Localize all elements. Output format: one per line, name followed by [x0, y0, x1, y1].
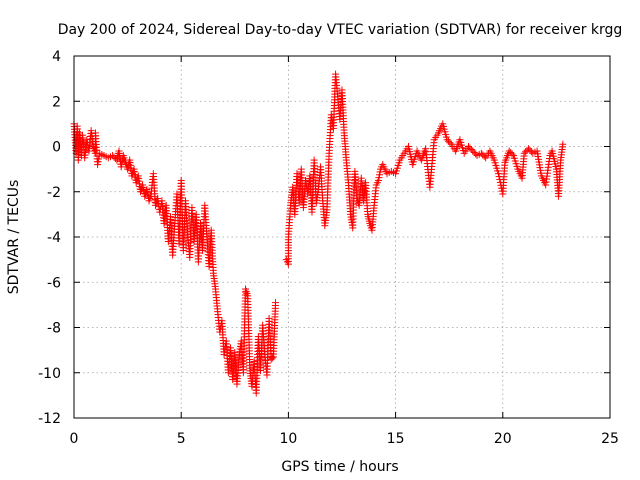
x-tick-label: 5 [177, 431, 186, 447]
y-tick-label: -6 [47, 275, 61, 291]
data-point [480, 152, 488, 160]
x-tick-label: 25 [601, 431, 619, 447]
data-point [520, 149, 528, 157]
grid [74, 56, 610, 418]
data-point [479, 151, 487, 159]
data-point [443, 136, 451, 144]
data-point [526, 146, 534, 154]
data-point [268, 354, 276, 362]
x-tick-label: 15 [387, 431, 405, 447]
y-axis-label: SDTVAR / TECUs [6, 180, 22, 295]
data-point [467, 146, 475, 154]
x-tick-label: 20 [494, 431, 512, 447]
data-point [559, 140, 567, 148]
y-tick-label: -10 [38, 366, 61, 382]
data-point [110, 153, 118, 161]
data-point [444, 137, 452, 145]
data-point [525, 145, 533, 153]
y-tick-label: 4 [52, 49, 61, 65]
data-point [469, 147, 477, 155]
data-point [470, 149, 478, 157]
y-tick-label: 2 [52, 94, 61, 110]
data-point [477, 149, 485, 157]
y-tick-label: -4 [47, 230, 61, 246]
data-point [505, 147, 513, 155]
data-point [272, 299, 280, 307]
y-tick-label: -12 [38, 411, 61, 427]
y-tick-label: 0 [52, 140, 61, 156]
chart-title: Day 200 of 2024, Sidereal Day-to-day VTE… [58, 22, 623, 38]
data-point [508, 150, 516, 158]
data-point [466, 144, 474, 152]
x-tick-label: 0 [70, 431, 79, 447]
x-axis-label: GPS time / hours [281, 459, 398, 475]
data-point [446, 139, 454, 147]
tick-labels: 0 5 10 15 20 25 -12 -10 -8 -6 -4 -2 0 2 4 [38, 49, 619, 447]
plot-frame [73, 55, 611, 419]
data-markers [70, 70, 567, 397]
y-tick-label: -8 [47, 321, 61, 337]
data-point [464, 143, 472, 150]
x-tick-label: 10 [279, 431, 297, 447]
y-tick-label: -2 [47, 185, 61, 201]
data-point [507, 149, 515, 157]
